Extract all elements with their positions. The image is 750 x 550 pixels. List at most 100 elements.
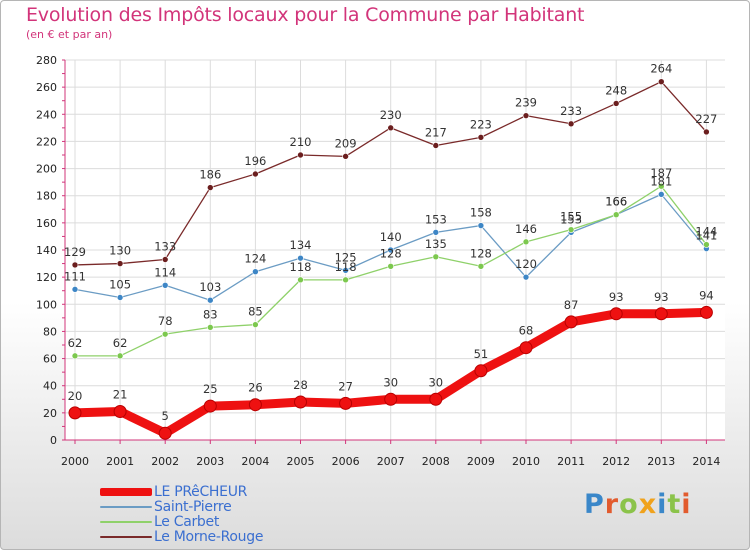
data-point-le-carbet-2012 — [612, 211, 620, 219]
y-tick-label-220: 220 — [36, 135, 57, 148]
x-tick-label-2011: 2011 — [557, 455, 585, 468]
chart-subtitle: (en € et par an) — [26, 28, 113, 41]
x-tick-label-2010: 2010 — [512, 455, 540, 468]
logo-letter: r — [604, 489, 620, 520]
data-point-le-morne-rouge-2001 — [116, 260, 124, 267]
chart-title: Evolution des Impôts locaux pour la Comm… — [26, 4, 585, 26]
y-tick-label-20: 20 — [43, 407, 57, 420]
data-point-le-pr-cheur-2009 — [474, 364, 488, 378]
data-point-le-morne-rouge-2014 — [703, 128, 710, 136]
data-point-saint-pierre-2002 — [161, 281, 169, 289]
legend-swatch-le-morne-rouge — [100, 536, 152, 538]
data-point-saint-pierre-2000 — [71, 286, 79, 293]
data-label-saint-pierre-2011: 153 — [560, 212, 582, 226]
proxiti-logo: Proxiti — [584, 489, 692, 520]
data-label-le-pr-cheur-2007: 30 — [383, 375, 398, 389]
data-label-le-morne-rouge-2013: 264 — [650, 62, 672, 76]
x-tick-label-2004: 2004 — [241, 455, 269, 468]
data-label-le-morne-rouge-2011: 233 — [560, 104, 582, 118]
data-label-le-morne-rouge-2007: 230 — [380, 108, 402, 122]
data-point-le-pr-cheur-2001 — [113, 405, 127, 418]
data-label-le-carbet-2003: 83 — [203, 307, 218, 321]
x-tick-label-2009: 2009 — [467, 455, 495, 468]
x-tick-label-2013: 2013 — [647, 455, 675, 468]
data-label-le-morne-rouge-2003: 186 — [199, 168, 221, 182]
data-label-le-carbet-2000: 62 — [68, 336, 83, 350]
data-label-le-pr-cheur-2000: 20 — [68, 389, 83, 403]
legend-label-saint-pierre: Saint-Pierre — [154, 499, 232, 515]
x-tick-label-2008: 2008 — [422, 455, 450, 468]
data-point-saint-pierre-2001 — [116, 294, 124, 301]
data-point-saint-pierre-2005 — [297, 254, 304, 262]
data-point-le-pr-cheur-2011 — [564, 315, 578, 329]
data-label-le-morne-rouge-2001: 130 — [109, 244, 131, 258]
x-tick-label-2000: 2000 — [61, 455, 89, 468]
y-tick-label-100: 100 — [36, 298, 57, 311]
data-label-le-carbet-2001: 62 — [113, 336, 128, 350]
data-label-le-pr-cheur-2002: 5 — [162, 409, 169, 423]
y-tick-label-280: 280 — [36, 54, 57, 67]
data-point-le-carbet-2009 — [477, 262, 485, 270]
data-point-le-morne-rouge-2004 — [252, 170, 259, 178]
y-tick-label-260: 260 — [36, 81, 57, 94]
y-tick-label-60: 60 — [43, 353, 57, 366]
data-label-saint-pierre-2008: 153 — [425, 212, 447, 226]
data-point-le-pr-cheur-2010 — [519, 341, 533, 355]
data-point-le-morne-rouge-2007 — [387, 124, 395, 132]
legend-swatch-le-precheur — [100, 488, 152, 496]
data-label-saint-pierre-2010: 120 — [515, 257, 537, 271]
x-tick-label-2007: 2007 — [377, 455, 405, 468]
data-point-le-pr-cheur-2003 — [203, 399, 217, 413]
data-label-le-pr-cheur-2006: 27 — [338, 379, 353, 393]
legend-label-le-morne-rouge: Le Morne-Rouge — [154, 529, 264, 545]
data-label-le-morne-rouge-2000: 129 — [64, 245, 86, 259]
y-tick-label-160: 160 — [36, 217, 57, 230]
data-point-saint-pierre-2007 — [387, 246, 395, 254]
y-tick-label-200: 200 — [36, 163, 57, 176]
data-label-saint-pierre-2007: 140 — [380, 230, 402, 244]
data-label-saint-pierre-2009: 158 — [470, 206, 492, 220]
data-label-le-morne-rouge-2014: 227 — [695, 112, 717, 126]
x-tick-label-2003: 2003 — [196, 455, 224, 468]
data-point-le-morne-rouge-2008 — [432, 142, 440, 149]
data-point-le-pr-cheur-2007 — [384, 392, 398, 406]
data-label-saint-pierre-2004: 124 — [244, 252, 266, 266]
y-tick-label-120: 120 — [36, 271, 57, 284]
data-point-le-morne-rouge-2010 — [522, 112, 530, 119]
data-label-le-carbet-2013: 187 — [650, 166, 672, 180]
data-point-le-carbet-2010 — [522, 238, 530, 246]
data-point-le-morne-rouge-2005 — [297, 151, 304, 159]
data-point-le-pr-cheur-2004 — [248, 398, 262, 412]
data-label-le-carbet-2006: 118 — [335, 260, 357, 274]
data-point-le-morne-rouge-2000 — [71, 261, 79, 269]
data-point-le-pr-cheur-2000 — [68, 406, 82, 420]
data-label-saint-pierre-2000: 111 — [64, 269, 86, 283]
data-point-le-carbet-2013 — [657, 182, 665, 190]
y-tick-label-180: 180 — [36, 190, 57, 203]
data-label-le-pr-cheur-2001: 21 — [113, 388, 128, 402]
logo-letter: x — [638, 489, 658, 520]
data-label-le-pr-cheur-2011: 87 — [564, 298, 579, 312]
data-point-le-carbet-2008 — [432, 253, 440, 261]
data-label-le-pr-cheur-2009: 51 — [474, 347, 489, 361]
data-label-le-carbet-2005: 118 — [290, 260, 312, 274]
data-label-le-carbet-2010: 146 — [515, 222, 537, 236]
logo-letter: i — [657, 489, 668, 520]
legend-swatch-le-carbet — [100, 521, 152, 523]
data-label-le-morne-rouge-2006: 209 — [335, 136, 357, 150]
data-point-le-pr-cheur-2002 — [158, 426, 172, 440]
data-point-le-pr-cheur-2008 — [429, 392, 443, 406]
legend-label-le-precheur: LE PRêCHEUR — [154, 484, 248, 500]
data-label-saint-pierre-2001: 105 — [109, 278, 131, 292]
data-label-le-carbet-2011: 155 — [560, 210, 582, 224]
data-point-le-pr-cheur-2014 — [699, 305, 713, 319]
x-tick-label-2012: 2012 — [602, 455, 630, 468]
data-label-le-pr-cheur-2012: 93 — [609, 290, 624, 304]
legend-label-le-carbet: Le Carbet — [154, 514, 220, 530]
data-label-saint-pierre-2012: 166 — [605, 195, 627, 209]
data-point-le-carbet-2003 — [207, 324, 214, 331]
data-label-le-morne-rouge-2009: 223 — [470, 117, 492, 131]
data-label-le-carbet-2009: 128 — [470, 246, 492, 260]
data-label-le-morne-rouge-2002: 133 — [154, 240, 176, 254]
logo-letter: i — [681, 489, 692, 520]
